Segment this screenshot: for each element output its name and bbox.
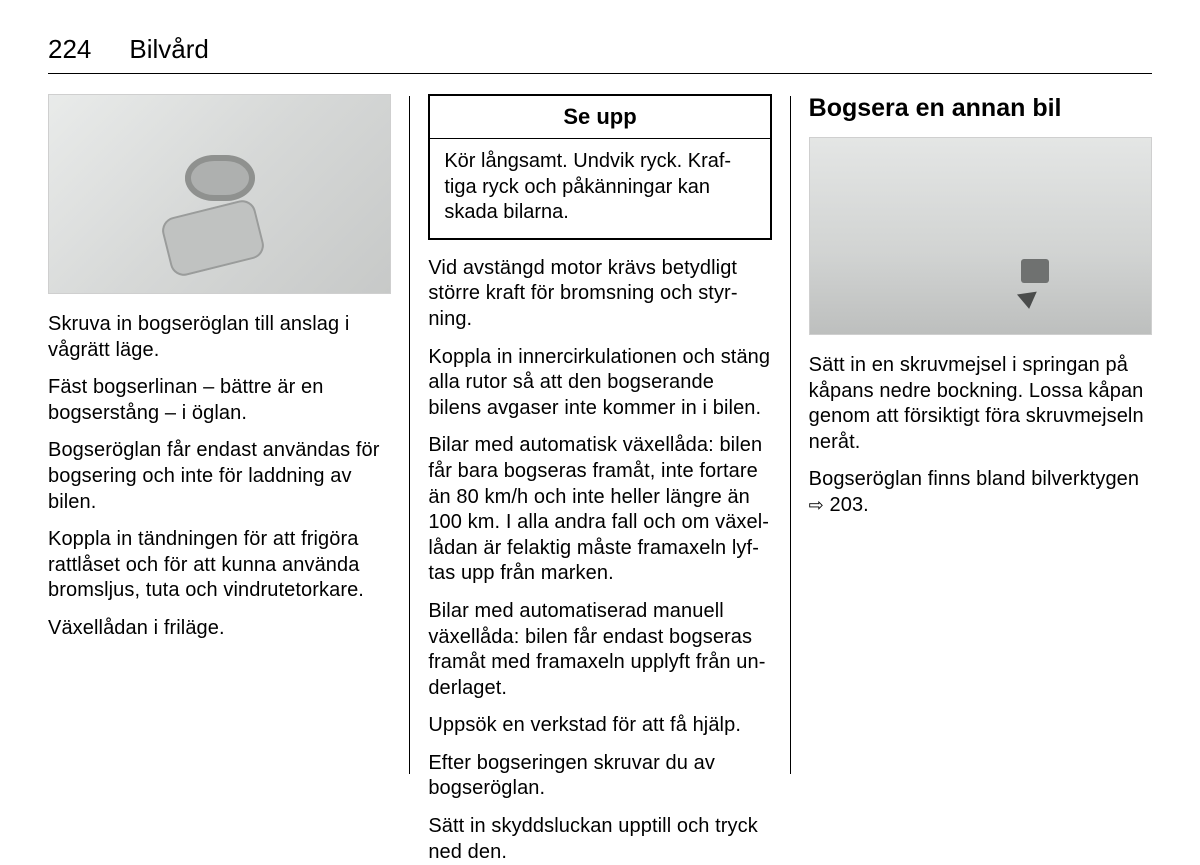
paragraph: Sätt in en skruvmejsel i springan på kåp… (809, 353, 1152, 455)
page-header: 224 Bilvård (48, 34, 1152, 65)
paragraph: Fäst bogserlinan – bättre är en bogserst… (48, 375, 391, 426)
paragraph: Skruva in bogseröglan till anslag i vågr… (48, 312, 391, 363)
paragraph: Koppla in innercirkulationen och stäng a… (428, 345, 771, 422)
section-title: Bilvård (129, 34, 208, 65)
xref-text: Bogseröglan finns bland bilverktygen (809, 468, 1139, 490)
caution-box: Se upp Kör långsamt. Undvik ryck. Kraf­t… (428, 94, 771, 240)
paragraph: Vid avstängd motor krävs betydligt störr… (428, 256, 771, 333)
paragraph: Bilar med automatisk växellåda: bilen få… (428, 433, 771, 587)
paragraph: Koppla in tändningen för att frigöra rat… (48, 527, 391, 604)
paragraph: Efter bogseringen skruvar du av bogserög… (428, 751, 771, 802)
paragraph: Uppsök en verkstad för att få hjälp. (428, 713, 771, 739)
paragraph: Växellådan i friläge. (48, 616, 391, 642)
paragraph: Bogseröglan får endast användas för bogs… (48, 438, 391, 515)
caution-body: Kör långsamt. Undvik ryck. Kraf­tiga ryc… (430, 139, 769, 238)
heading-tow-another: Bogsera en annan bil (809, 94, 1152, 123)
xref-arrow-icon: ⇨ (809, 494, 824, 517)
column-2: Se upp Kör långsamt. Undvik ryck. Kraf­t… (410, 94, 789, 774)
figure-towing-eye-front (48, 94, 391, 294)
page-number: 224 (48, 34, 91, 65)
column-1: Skruva in bogseröglan till anslag i vågr… (48, 94, 409, 774)
paragraph: Bilar med automatiserad manuell växellåd… (428, 599, 771, 701)
column-3: Bogsera en annan bil Sätt in en skruvmej… (791, 94, 1152, 774)
paragraph: Sätt in skyddsluckan upptill och tryck n… (428, 814, 771, 865)
figure-rear-bumper (809, 137, 1152, 335)
header-rule (48, 73, 1152, 74)
xref-page: 203. (830, 494, 869, 516)
caution-title: Se upp (430, 96, 769, 139)
columns-container: Skruva in bogseröglan till anslag i vågr… (48, 94, 1152, 774)
cross-reference: Bogseröglan finns bland bilverktygen ⇨ 2… (809, 467, 1152, 518)
